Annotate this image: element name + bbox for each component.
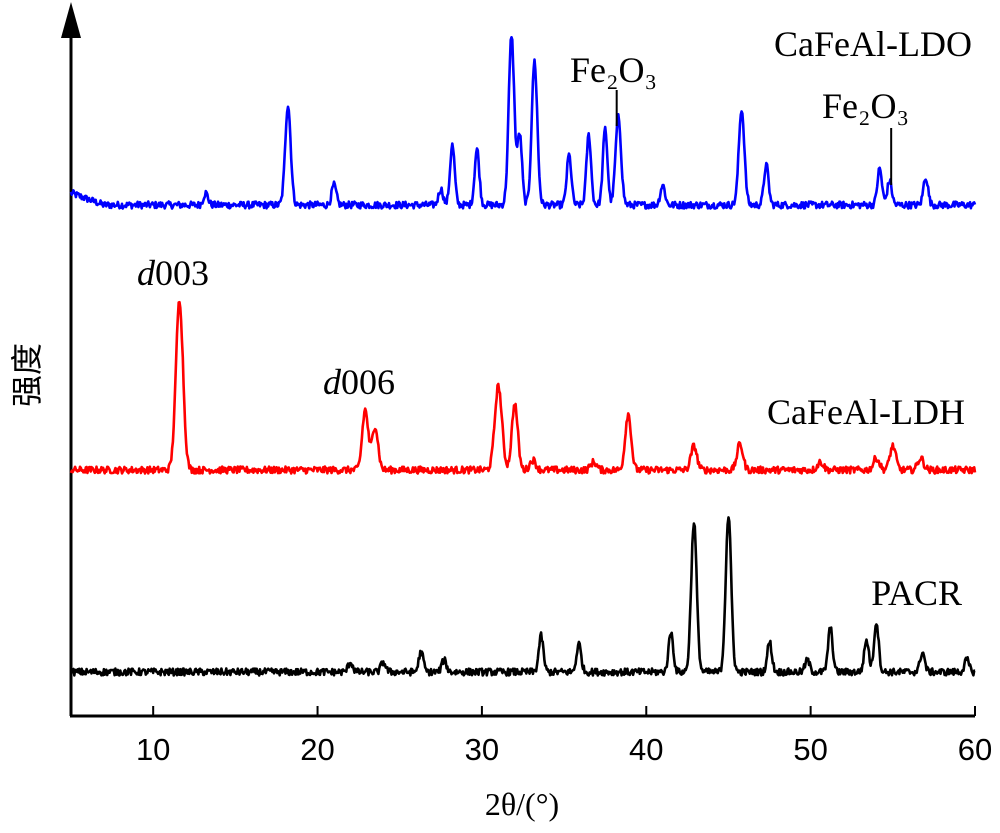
x-tick-label: 20 xyxy=(300,732,334,767)
series-line-pacr xyxy=(69,516,976,677)
series-label-ldh: CaFeAl-LDH xyxy=(767,392,965,432)
y-axis-title: 强度 xyxy=(8,343,46,407)
series-layer xyxy=(69,35,977,677)
x-tick-label: 10 xyxy=(136,732,170,767)
x-axis-title: 2θ/(°) xyxy=(485,786,559,822)
annotation-fe2o3: Fe₂O₃ xyxy=(822,86,909,126)
annotation-d003: d003 xyxy=(137,253,209,293)
annotation-layer: d003 d006 Fe₂O₃ Fe₂O₃ xyxy=(137,50,909,402)
series-label-ldo: CaFeAl-LDO xyxy=(774,24,972,64)
x-tick-label: 60 xyxy=(958,732,992,767)
series-line-ldo xyxy=(69,35,977,210)
x-tick-label: 40 xyxy=(629,732,663,767)
x-tick-label: 50 xyxy=(793,732,827,767)
series-line-ldh xyxy=(69,300,977,475)
x-tick-label: 30 xyxy=(465,732,499,767)
x-axis-ticks: 10 20 30 40 50 60 xyxy=(136,706,992,767)
annotation-fe2o3: Fe₂O₃ xyxy=(570,50,657,90)
series-label-pacr: PACR xyxy=(871,573,962,613)
y-axis-arrow xyxy=(61,2,81,38)
annotation-d006: d006 xyxy=(323,362,395,402)
